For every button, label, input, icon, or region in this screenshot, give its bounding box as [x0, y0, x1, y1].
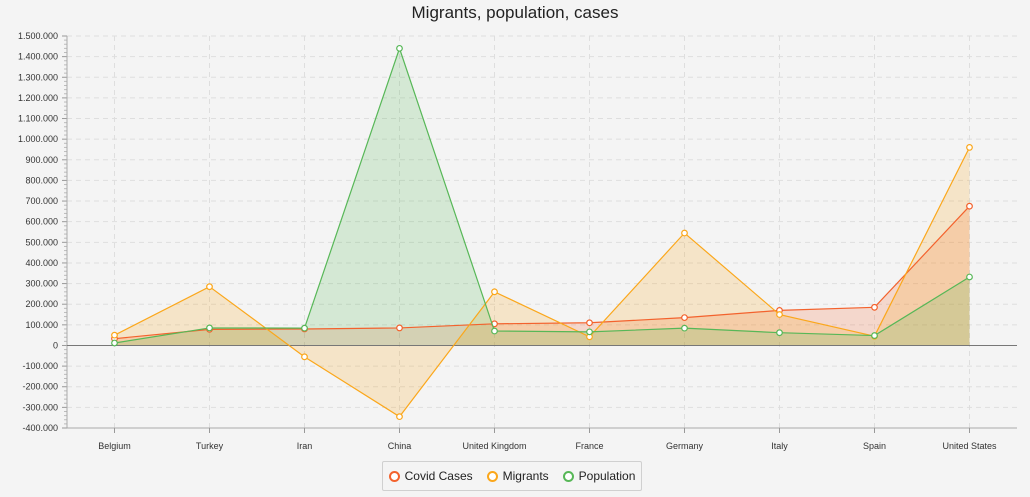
x-tick-label: Germany: [666, 441, 704, 451]
plot-area: -400.000 -300.000 -200.000 -100.000 0 100.000…: [18, 31, 1017, 451]
x-tick-label: Belgium: [98, 441, 131, 451]
legend-label-covid-cases: Covid Cases: [404, 469, 473, 483]
y-tick-label: 1.400.000: [18, 52, 58, 62]
y-tick-label: 1.000.000: [18, 134, 58, 144]
y-tick-label: 800.000: [25, 175, 58, 185]
data-point-covid-cases: [966, 202, 973, 210]
x-tick-label: Iran: [297, 441, 313, 451]
y-tick-label: 300.000: [25, 279, 58, 289]
x-tick-label: United Kingdom: [462, 441, 526, 451]
data-point-covid-cases: [396, 324, 403, 332]
x-tick-label: Spain: [863, 441, 886, 451]
data-point-migrants: [776, 311, 783, 318]
x-tick-label: United States: [942, 441, 997, 451]
y-tick-label: 900.000: [25, 155, 58, 165]
y-tick-label: 1.100.000: [18, 114, 58, 124]
y-tick-label: 500.000: [25, 237, 58, 247]
y-tick-label: 100.000: [25, 320, 58, 330]
data-point-population: [776, 329, 783, 337]
y-tick-label: -100.000: [22, 361, 58, 371]
data-point-population: [301, 324, 308, 332]
data-point-population: [586, 328, 593, 336]
data-point-migrants: [301, 353, 308, 361]
area-covid-cases: [114, 206, 970, 346]
y-tick-label: 600.000: [25, 217, 58, 227]
legend-swatch-covid-cases: [388, 470, 400, 482]
y-tick-label: 200.000: [25, 299, 58, 309]
data-point-population: [491, 327, 498, 335]
y-tick-label: -300.000: [22, 402, 58, 412]
legend-label-population: Population: [578, 469, 636, 483]
area-population: [114, 48, 970, 346]
legend-item-population[interactable]: Population: [562, 469, 636, 483]
data-point-covid-cases: [871, 303, 878, 311]
y-tick-label: -400.000: [22, 423, 58, 433]
data-point-population: [396, 44, 403, 52]
y-tick-label: 400.000: [25, 258, 58, 268]
chart-title: Migrants, population, cases: [411, 3, 619, 22]
x-tick-label: Turkey: [196, 441, 224, 451]
legend: Covid Cases Migrants Population: [382, 461, 642, 491]
data-point-migrants: [396, 413, 403, 421]
x-tick-label: France: [575, 441, 603, 451]
x-tick-label: China: [388, 441, 412, 451]
legend-swatch-migrants: [486, 470, 498, 482]
data-point-migrants: [206, 283, 213, 291]
series-line-covid-cases: [114, 205, 970, 340]
data-point-population: [871, 332, 878, 339]
y-tick-label: -200.000: [22, 382, 58, 392]
data-point-covid-cases: [586, 319, 593, 327]
data-point-migrants: [681, 229, 688, 237]
data-point-population: [966, 273, 973, 281]
data-point-covid-cases: [681, 314, 688, 322]
y-tick-label: 1.200.000: [18, 93, 58, 103]
data-point-migrants: [966, 144, 973, 151]
x-tick-label: Italy: [771, 441, 788, 451]
series-line-migrants: [114, 147, 971, 418]
series-line-population: [114, 46, 970, 344]
data-point-population: [111, 339, 118, 347]
legend-item-migrants[interactable]: Migrants: [486, 469, 549, 483]
y-tick-label: 1.500.000: [18, 31, 58, 41]
legend-label-migrants: Migrants: [502, 469, 549, 483]
data-point-population: [681, 324, 688, 332]
area-migrants: [114, 147, 970, 417]
y-tick-label: 700.000: [25, 196, 58, 206]
data-point-migrants: [111, 331, 118, 339]
data-point-migrants: [491, 288, 498, 296]
legend-item-covid-cases[interactable]: Covid Cases: [388, 469, 473, 483]
legend-swatch-population: [562, 470, 574, 482]
y-tick-label: 0: [53, 340, 58, 350]
y-tick-label: 1.300.000: [18, 72, 58, 82]
data-point-population: [206, 324, 213, 332]
